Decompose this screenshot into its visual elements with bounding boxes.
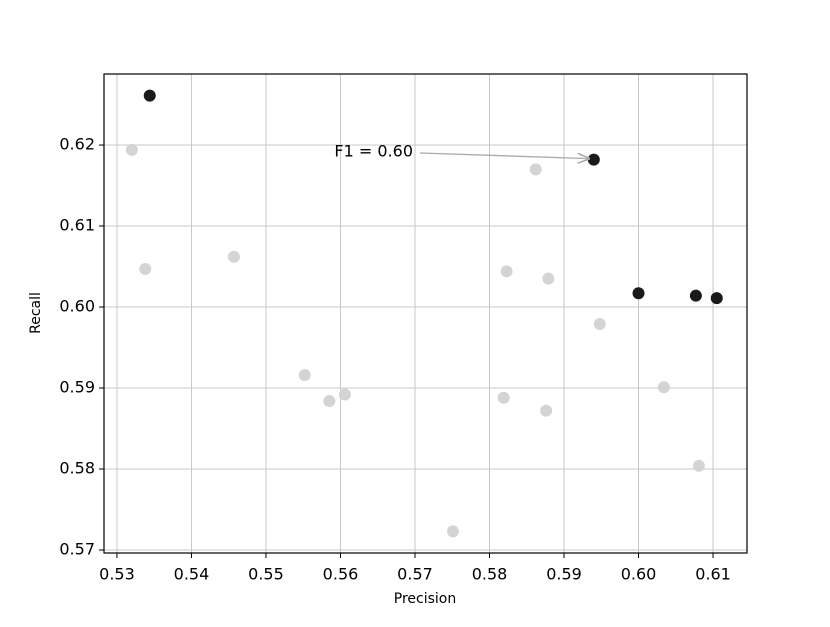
point: [689, 289, 702, 302]
point: [540, 404, 553, 417]
x-tick-label: 0.59: [546, 565, 582, 584]
point: [542, 272, 555, 285]
y-tick-label: 0.57: [59, 540, 95, 559]
x-tick-label: 0.53: [99, 565, 135, 584]
point: [143, 89, 156, 102]
x-axis-label: Precision: [394, 591, 456, 607]
x-tick-label: 0.57: [397, 565, 433, 584]
point: [227, 250, 240, 263]
point: [593, 318, 606, 331]
point: [587, 153, 600, 166]
annotation-arrow: [419, 152, 589, 159]
point: [446, 525, 459, 538]
point: [657, 381, 670, 394]
x-tick-label: 0.56: [323, 565, 359, 584]
x-tick-label: 0.61: [695, 565, 731, 584]
point: [497, 391, 510, 404]
point: [529, 163, 542, 176]
y-tick-label: 0.62: [59, 135, 95, 154]
point: [298, 369, 311, 382]
point: [323, 394, 336, 407]
point: [500, 265, 513, 278]
point: [632, 287, 645, 300]
y-tick-label: 0.59: [59, 378, 95, 397]
y-tick-label: 0.60: [59, 297, 95, 316]
annotation: F1 = 0.60: [334, 142, 413, 161]
y-axis-label: Recall: [28, 292, 44, 334]
point: [139, 262, 152, 275]
point: [125, 143, 138, 156]
plot-frame: [103, 73, 748, 554]
x-tick-label: 0.58: [472, 565, 508, 584]
point: [338, 388, 351, 401]
x-tick-label: 0.60: [621, 565, 657, 584]
x-tick-label: 0.54: [174, 565, 210, 584]
y-tick-label: 0.58: [59, 459, 95, 478]
x-tick-label: 0.55: [248, 565, 284, 584]
y-tick-label: 0.61: [59, 216, 95, 235]
point: [710, 292, 723, 305]
point: [692, 459, 705, 472]
